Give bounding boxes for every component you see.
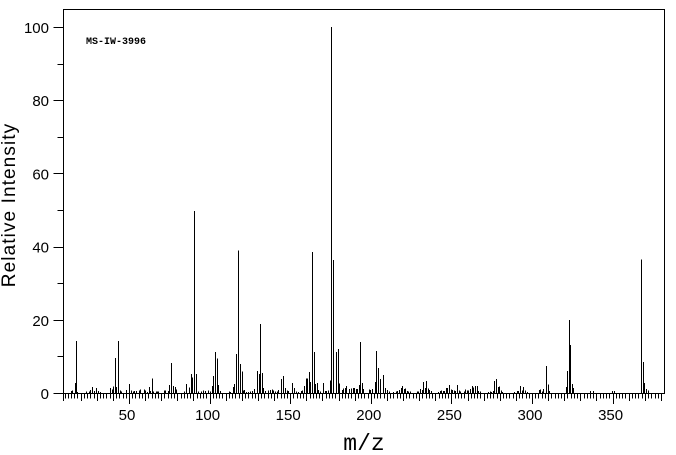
svg-text:m/z: m/z <box>343 431 384 455</box>
svg-text:100: 100 <box>24 20 49 37</box>
svg-text:350: 350 <box>598 407 623 424</box>
svg-text:150: 150 <box>276 407 301 424</box>
svg-text:80: 80 <box>32 93 49 110</box>
svg-text:60: 60 <box>32 166 49 183</box>
svg-text:250: 250 <box>437 407 462 424</box>
svg-text:40: 40 <box>32 240 49 257</box>
svg-text:50: 50 <box>119 407 136 424</box>
svg-text:0: 0 <box>41 386 49 403</box>
svg-text:300: 300 <box>517 407 542 424</box>
svg-text:100: 100 <box>195 407 220 424</box>
svg-text:Relative Intensity: Relative Intensity <box>0 123 20 287</box>
svg-text:20: 20 <box>32 313 49 330</box>
svg-text:200: 200 <box>356 407 381 424</box>
svg-text:MS-IW-3996: MS-IW-3996 <box>86 37 146 48</box>
